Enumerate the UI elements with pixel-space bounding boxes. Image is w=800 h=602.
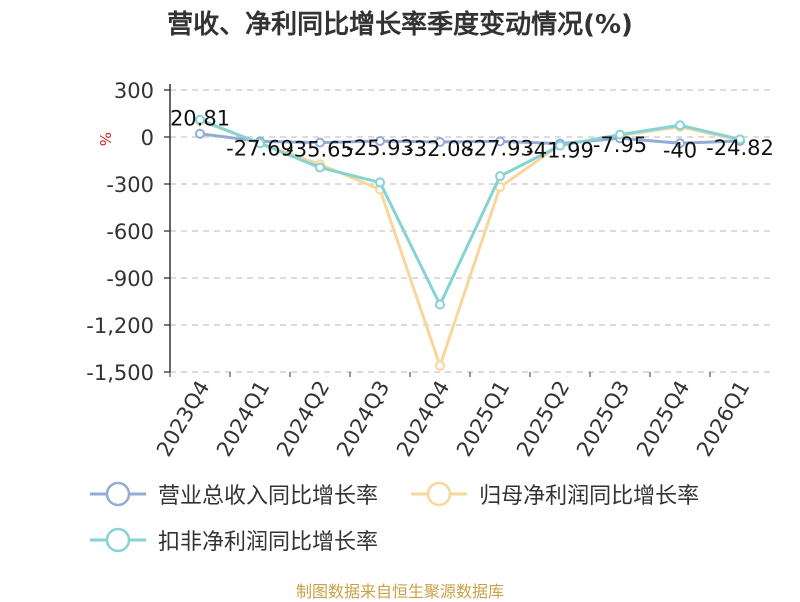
chart-title: 营收、净利同比增长率季度变动情况(%)	[167, 10, 633, 40]
data-point	[375, 177, 385, 188]
data-label: -40	[663, 138, 697, 162]
data-label: -41.99	[526, 139, 594, 163]
x-tick-label: 2026Q1	[692, 377, 754, 461]
data-point	[675, 138, 685, 149]
series-layer	[195, 114, 745, 371]
data-label: -7.95	[593, 133, 647, 157]
x-tick-label: 2025Q4	[632, 377, 694, 461]
x-tick-label: 2024Q2	[272, 377, 334, 461]
x-tick-label: 2024Q3	[332, 377, 394, 461]
x-tick-label: 2024Q1	[212, 377, 274, 461]
data-point	[495, 171, 505, 182]
data-label: -35.65	[286, 138, 354, 162]
series-line	[199, 118, 741, 307]
data-point	[435, 360, 445, 371]
data-point	[495, 136, 505, 147]
legend-item-deducted-profit[interactable]: 扣非净利润同比增长率	[88, 522, 378, 558]
data-labels: 20.81 -27.69-35.65-25.93-32.08-27.93-41.9…	[170, 107, 774, 163]
y-tick-label: -1,200	[86, 314, 154, 338]
data-point	[195, 114, 205, 125]
y-tick-label: -600	[106, 220, 154, 244]
data-point	[255, 138, 265, 149]
x-tick-label: 2025Q1	[452, 377, 514, 461]
legend-label: 扣非净利润同比增长率	[158, 530, 379, 555]
data-label: -32.08	[406, 137, 474, 161]
grid-lines	[170, 89, 770, 373]
data-point	[735, 134, 745, 145]
data-point	[195, 128, 205, 139]
data-point	[675, 120, 685, 131]
data-label: -25.93	[346, 136, 414, 160]
y-tick-label: -900	[106, 267, 154, 291]
series-line	[199, 132, 741, 146]
data-point	[435, 137, 445, 148]
data-label: -24.82	[706, 136, 774, 160]
data-point	[615, 129, 625, 140]
data-point	[315, 162, 325, 173]
legend-item-net-profit[interactable]: 归母净利润同比增长率	[409, 476, 699, 512]
y-axis-unit: %	[96, 132, 114, 146]
data-point	[375, 136, 385, 147]
x-tick-label: 2023Q4	[152, 377, 214, 461]
legend-marker-revenue	[90, 481, 146, 507]
data-point	[555, 140, 565, 151]
y-tick-label: 300	[114, 79, 154, 103]
y-tick-label: 0	[141, 126, 154, 150]
legend: 营业总收入同比增长率 归母净利润同比增长率 扣非净利润同比增长率	[88, 476, 788, 568]
legend-label: 营业总收入同比增长率	[158, 484, 379, 509]
x-tick-label: 2024Q4	[392, 377, 454, 461]
legend-marker-deducted-profit	[90, 527, 146, 553]
data-source-note: 制图数据来自恒生聚源数据库	[295, 582, 504, 601]
data-label: 20.81	[170, 107, 230, 131]
y-tick-label: -1,500	[86, 361, 154, 385]
data-point	[435, 299, 445, 310]
data-label: -27.69	[226, 136, 294, 160]
data-point	[315, 137, 325, 148]
legend-marker-net-profit	[411, 481, 468, 507]
line-chart: 3000-300-600-900-1,200-1,500%2023Q42024Q…	[86, 79, 774, 461]
legend-item-revenue[interactable]: 营业总收入同比增长率	[88, 476, 378, 512]
y-tick-label: -300	[106, 173, 154, 197]
x-tick-label: 2025Q2	[512, 377, 574, 461]
legend-label: 归母净利润同比增长率	[479, 484, 700, 509]
data-label: -27.93	[466, 136, 534, 160]
x-tick-label: 2025Q3	[572, 377, 634, 461]
